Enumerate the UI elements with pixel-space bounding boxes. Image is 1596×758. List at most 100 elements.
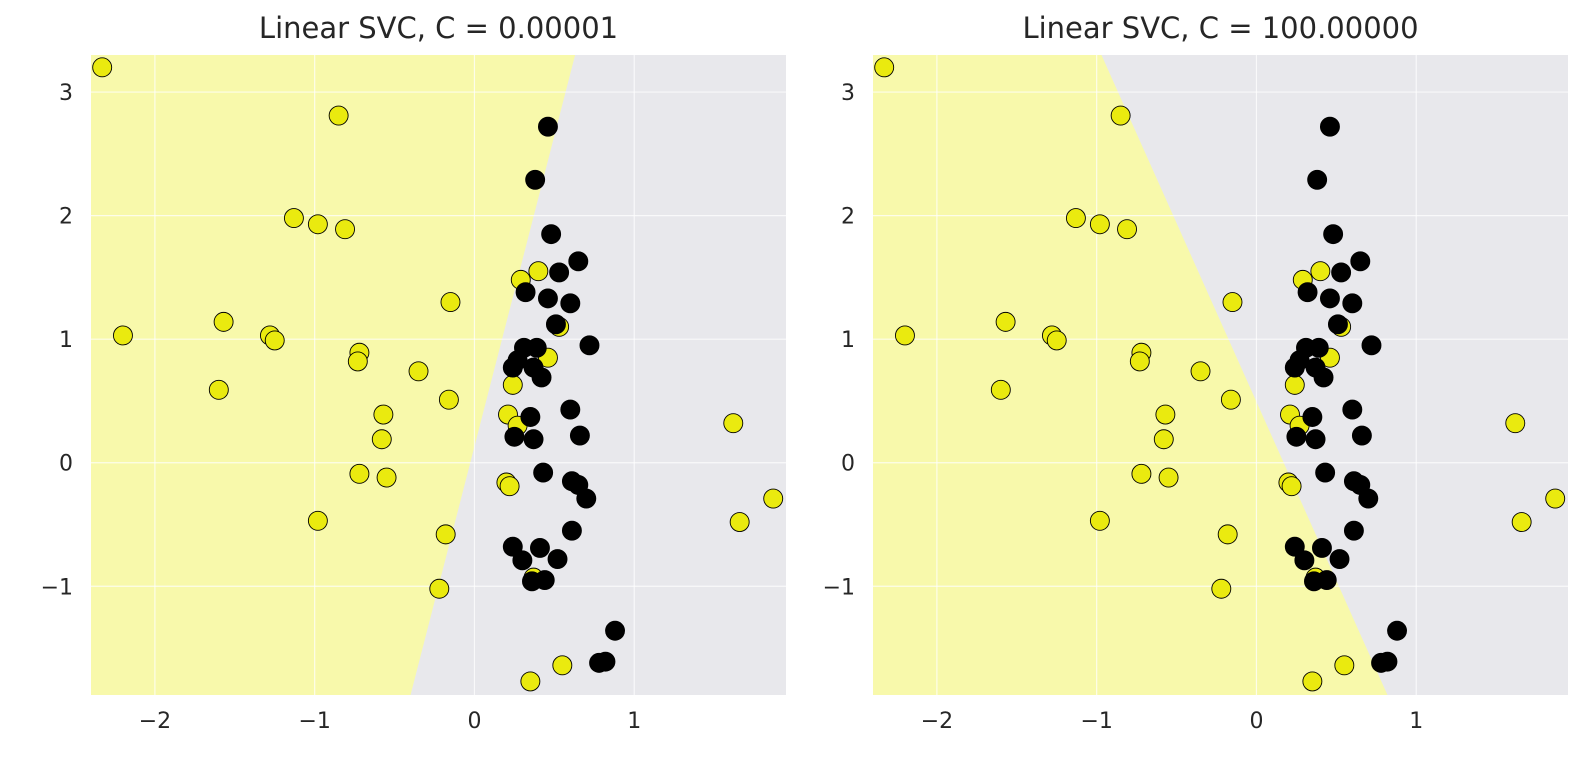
yellow-data-point	[1131, 463, 1152, 484]
black-data-point	[504, 426, 525, 447]
y-tick-label: 3	[59, 81, 73, 106]
black-data-point	[605, 620, 625, 641]
black-data-point	[512, 550, 533, 571]
yellow-data-point	[1153, 429, 1174, 450]
x-tick-label: −2	[921, 709, 953, 734]
black-data-point	[1387, 620, 1407, 641]
yellow-data-point	[895, 325, 915, 346]
yellow-data-point	[1046, 330, 1067, 351]
black-data-point	[526, 337, 547, 358]
black-data-point	[537, 288, 558, 309]
yellow-data-point	[1129, 351, 1150, 372]
black-data-point	[547, 549, 568, 570]
black-data-point	[1323, 224, 1344, 245]
yellow-data-point	[283, 208, 304, 229]
yellow-data-point	[995, 311, 1016, 332]
y-tick-label: 2	[59, 205, 73, 230]
yellow-data-point	[1217, 524, 1238, 545]
yellow-data-point	[371, 429, 392, 450]
yellow-data-point	[1158, 467, 1179, 488]
x-tick-label: −1	[1080, 709, 1112, 734]
y-tick-label: 0	[841, 452, 855, 477]
black-data-point	[560, 399, 581, 420]
x-tick-label: −2	[139, 709, 171, 734]
x-tick-label: 1	[1409, 709, 1423, 734]
yellow-data-point	[1545, 488, 1566, 509]
yellow-data-point	[335, 219, 355, 240]
yellow-data-point	[1334, 655, 1355, 676]
yellow-data-point	[213, 311, 234, 332]
yellow-data-point	[1511, 512, 1532, 532]
chart-title: Linear SVC, C = 100.00000	[1022, 11, 1418, 45]
yellow-data-point	[1310, 261, 1331, 282]
black-data-point	[534, 570, 555, 591]
y-tick-label: 3	[841, 81, 855, 106]
black-data-point	[1297, 282, 1318, 303]
yellow-data-point	[528, 261, 549, 282]
black-data-point	[533, 462, 554, 483]
yellow-data-point	[1284, 374, 1305, 395]
black-data-point	[1377, 651, 1398, 672]
chart-title: Linear SVC, C = 0.00001	[259, 11, 618, 45]
y-tick-label: −1	[823, 575, 855, 600]
y-tick-label: −1	[41, 575, 73, 600]
black-data-point	[1302, 407, 1323, 427]
black-data-point	[1358, 488, 1379, 509]
black-data-point	[1315, 462, 1336, 483]
yellow-data-point	[373, 404, 394, 425]
x-tick-label: 1	[627, 709, 641, 734]
black-data-point	[520, 407, 541, 427]
yellow-data-point	[723, 413, 744, 434]
black-data-point	[502, 357, 523, 378]
x-tick-label: 0	[467, 709, 481, 734]
black-data-point	[560, 293, 581, 314]
yellow-data-point	[1089, 214, 1110, 235]
yellow-data-point	[874, 57, 895, 78]
black-data-point	[576, 488, 597, 509]
yellow-data-point	[729, 512, 750, 532]
yellow-data-point	[520, 671, 541, 692]
black-data-point	[531, 367, 552, 388]
yellow-data-point	[1222, 292, 1243, 313]
yellow-data-point	[552, 655, 573, 676]
yellow-data-point	[1065, 208, 1086, 229]
black-data-point	[1331, 262, 1352, 283]
yellow-data-point	[1155, 404, 1176, 425]
yellow-region	[91, 55, 576, 695]
black-data-point	[595, 651, 616, 672]
yellow-data-point	[1110, 105, 1131, 126]
black-data-point	[1361, 335, 1382, 356]
x-tick-label: −1	[298, 709, 330, 734]
black-data-point	[1327, 314, 1348, 335]
yellow-data-point	[438, 389, 459, 410]
black-data-point	[545, 314, 566, 335]
yellow-data-point	[1190, 361, 1211, 382]
black-data-point	[1329, 549, 1350, 570]
yellow-region	[873, 55, 1388, 695]
black-data-point	[1319, 116, 1340, 137]
yellow-data-point	[1302, 671, 1323, 692]
black-data-point	[515, 282, 536, 303]
black-data-point	[1284, 357, 1305, 378]
black-data-point	[1351, 425, 1372, 446]
black-data-point	[1312, 538, 1332, 558]
black-data-point	[1305, 429, 1326, 450]
y-tick-label: 1	[59, 328, 73, 353]
black-data-point	[1316, 570, 1337, 591]
yellow-data-point	[376, 467, 397, 488]
yellow-data-point	[502, 374, 523, 395]
yellow-data-point	[1211, 578, 1232, 599]
yellow-data-point	[1117, 219, 1137, 240]
yellow-data-point	[990, 379, 1011, 400]
yellow-data-point	[307, 510, 328, 531]
black-data-point	[568, 251, 589, 272]
yellow-data-point	[92, 57, 113, 78]
y-tick-label: 1	[841, 328, 855, 353]
black-data-point	[1294, 550, 1315, 571]
yellow-data-point	[499, 476, 520, 497]
yellow-data-point	[1505, 413, 1526, 434]
yellow-data-point	[408, 361, 429, 382]
yellow-data-point	[328, 105, 349, 126]
black-data-point	[1343, 520, 1364, 541]
